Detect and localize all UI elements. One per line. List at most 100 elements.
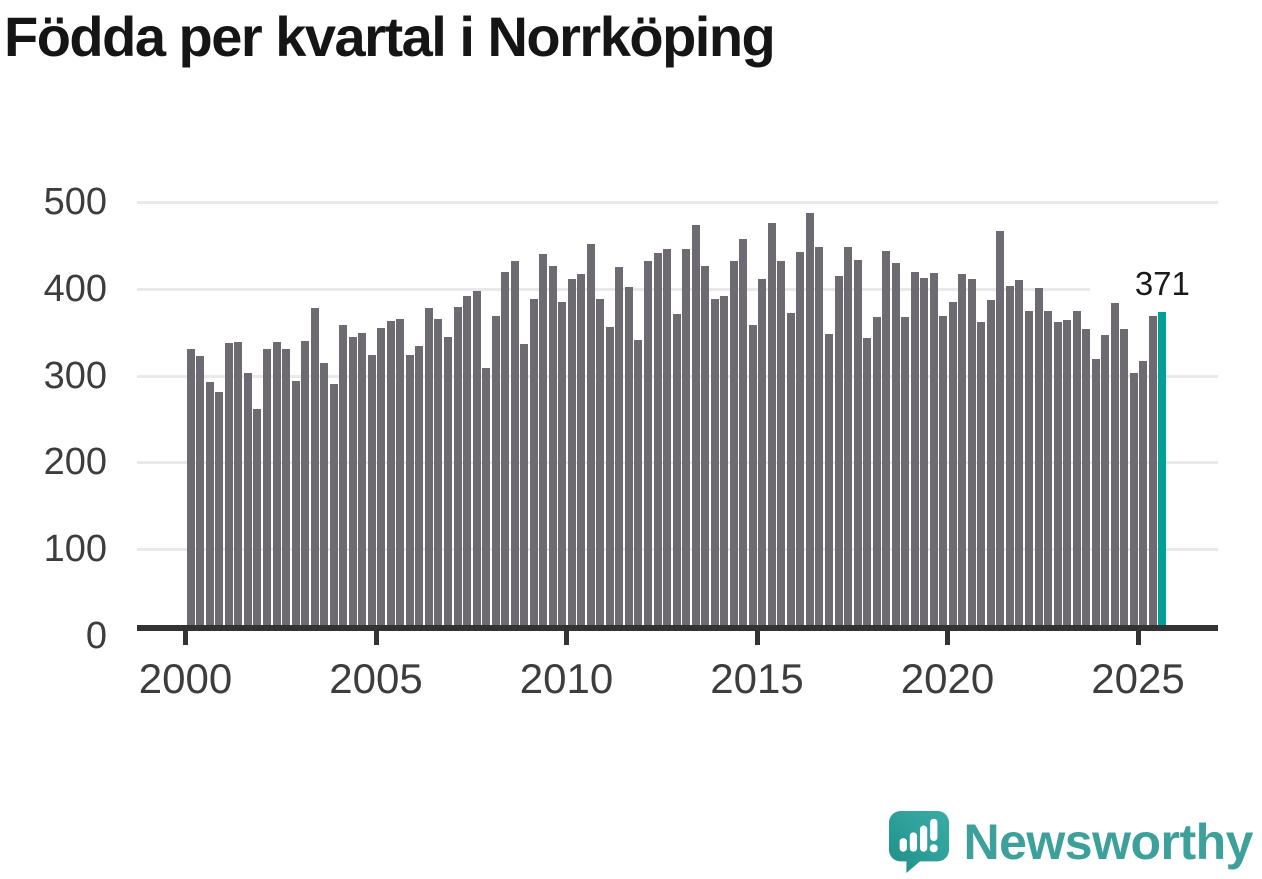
bar bbox=[396, 319, 405, 627]
y-tick-label: 300 bbox=[43, 354, 107, 397]
bar bbox=[186, 348, 195, 627]
bar bbox=[834, 275, 843, 627]
bar bbox=[986, 299, 995, 627]
bar bbox=[920, 277, 929, 627]
y-tick-label: 400 bbox=[43, 267, 107, 310]
bar bbox=[1005, 286, 1014, 627]
bar bbox=[1110, 293, 1119, 627]
bar bbox=[853, 259, 862, 627]
bar bbox=[967, 279, 976, 627]
bar bbox=[644, 260, 652, 627]
bar bbox=[415, 346, 424, 627]
last-value-label: 371 bbox=[1090, 264, 1235, 303]
x-tick-label: 2000 bbox=[138, 655, 233, 702]
bar bbox=[977, 322, 986, 627]
bar bbox=[520, 344, 529, 627]
bar bbox=[901, 316, 910, 627]
bar bbox=[377, 328, 386, 627]
bar bbox=[434, 318, 443, 627]
bar bbox=[272, 341, 281, 627]
bar bbox=[567, 279, 576, 627]
bar bbox=[805, 213, 814, 627]
bar bbox=[596, 298, 605, 627]
bar bbox=[777, 260, 786, 627]
bar bbox=[1101, 334, 1110, 627]
bar bbox=[786, 312, 795, 627]
y-tick-label: 200 bbox=[43, 441, 107, 484]
bar bbox=[453, 306, 462, 627]
bar-highlighted bbox=[1158, 311, 1167, 627]
bar bbox=[405, 355, 414, 627]
bar bbox=[758, 279, 767, 627]
bar bbox=[215, 392, 224, 627]
bar bbox=[958, 274, 967, 627]
bar bbox=[586, 244, 595, 627]
bar bbox=[1072, 310, 1081, 627]
bar bbox=[577, 274, 586, 627]
bar bbox=[1148, 316, 1157, 627]
bar bbox=[367, 354, 376, 627]
bar bbox=[482, 368, 491, 627]
bar bbox=[1063, 320, 1072, 627]
bar bbox=[243, 373, 252, 627]
bar bbox=[882, 251, 891, 627]
bar bbox=[472, 291, 481, 627]
bar bbox=[929, 273, 938, 627]
bar bbox=[282, 349, 291, 627]
bar bbox=[301, 340, 310, 627]
bar bbox=[443, 337, 452, 627]
bar bbox=[329, 383, 338, 627]
y-tick-label: 500 bbox=[43, 181, 107, 223]
bar bbox=[529, 298, 538, 627]
bar bbox=[224, 343, 233, 627]
bar bbox=[796, 251, 805, 627]
gridline-400 bbox=[137, 287, 1218, 291]
y-tick-label: 0 bbox=[85, 615, 107, 657]
bar bbox=[234, 341, 243, 627]
bar bbox=[205, 381, 214, 627]
bar bbox=[548, 265, 557, 627]
bar-chart-speech-bubble-icon bbox=[889, 811, 950, 873]
bar bbox=[424, 307, 433, 627]
bar bbox=[348, 336, 357, 627]
bar bbox=[253, 409, 262, 627]
bar bbox=[491, 316, 500, 627]
bar bbox=[1139, 360, 1148, 627]
bar bbox=[872, 316, 881, 627]
bar bbox=[844, 246, 853, 627]
bar bbox=[1025, 310, 1033, 627]
x-tick-2005 bbox=[373, 631, 379, 645]
bar bbox=[386, 321, 395, 627]
bar bbox=[510, 260, 519, 627]
newsworthy-logo[interactable]: Newsworthy bbox=[888, 810, 1253, 874]
x-tick-2015 bbox=[754, 631, 760, 645]
x-tick-2020 bbox=[945, 631, 950, 645]
bar bbox=[729, 260, 738, 627]
x-tick-label: 2020 bbox=[900, 655, 995, 702]
bar bbox=[320, 363, 329, 627]
bar bbox=[739, 239, 748, 627]
bar bbox=[196, 356, 205, 627]
bar bbox=[1044, 310, 1053, 627]
bar bbox=[948, 301, 957, 627]
bar bbox=[263, 349, 271, 627]
bar bbox=[358, 333, 367, 627]
bar bbox=[891, 263, 900, 627]
bar bbox=[682, 249, 691, 627]
bar bbox=[748, 324, 757, 627]
x-axis-line bbox=[137, 625, 1218, 631]
bar bbox=[1129, 373, 1138, 627]
bar bbox=[605, 327, 614, 627]
x-tick-2010 bbox=[564, 631, 569, 645]
x-tick-label: 2025 bbox=[1091, 655, 1185, 702]
bar bbox=[815, 246, 824, 627]
bar bbox=[1034, 287, 1043, 627]
bar bbox=[996, 230, 1005, 627]
bar bbox=[1053, 322, 1062, 627]
bar bbox=[501, 272, 510, 627]
newsworthy-logo-text: Newsworthy bbox=[963, 814, 1253, 870]
bar bbox=[539, 253, 548, 627]
x-tick-label: 2005 bbox=[329, 655, 423, 702]
bar bbox=[653, 252, 662, 627]
bar bbox=[863, 338, 872, 627]
